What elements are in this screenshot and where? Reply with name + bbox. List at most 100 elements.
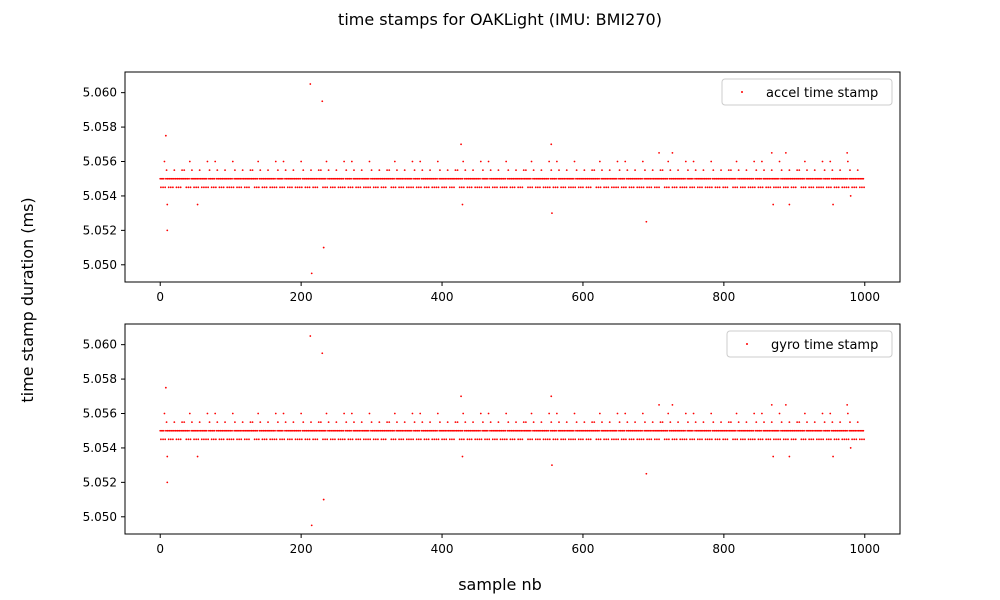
data-point: [770, 177, 772, 180]
data-point: [407, 429, 410, 432]
data-point: [369, 429, 372, 432]
data-point: [529, 186, 532, 189]
data-point: [355, 438, 357, 441]
data-point: [780, 177, 782, 180]
data-point: [665, 177, 667, 180]
data-point: [317, 421, 320, 424]
data-point: [598, 412, 601, 415]
data-point: [602, 177, 605, 180]
data-point: [467, 177, 470, 180]
data-point: [462, 160, 465, 163]
data-point: [582, 177, 585, 180]
data-point: [493, 177, 496, 180]
data-point: [732, 438, 734, 441]
data-point: [396, 169, 398, 172]
data-point: [418, 429, 421, 432]
data-point: [753, 160, 756, 163]
data-point: [284, 421, 287, 424]
data-point: [278, 429, 281, 432]
data-point: [422, 177, 425, 180]
data-point: [470, 177, 472, 180]
data-point: [393, 429, 396, 432]
data-point: [496, 438, 498, 441]
data-point: [757, 438, 760, 441]
data-point: [238, 438, 241, 441]
data-point: [166, 481, 169, 484]
data-point: [551, 429, 554, 432]
data-point: [682, 429, 685, 432]
data-point: [786, 429, 789, 432]
data-point: [479, 412, 482, 415]
data-point: [248, 438, 250, 441]
data-point: [298, 186, 301, 189]
data-point: [813, 429, 815, 432]
data-point: [191, 421, 193, 424]
data-point: [477, 177, 480, 180]
data-point: [276, 177, 279, 180]
data-point: [407, 177, 410, 180]
data-point: [529, 177, 532, 180]
data-point: [482, 421, 484, 424]
data-point: [228, 186, 231, 189]
data-point: [498, 177, 501, 180]
data-point: [643, 177, 646, 180]
data-point: [387, 429, 390, 432]
data-point: [686, 177, 689, 180]
data-point: [341, 438, 344, 441]
data-point: [321, 100, 324, 103]
data-point: [724, 186, 727, 189]
data-point: [337, 186, 340, 189]
data-point: [841, 438, 844, 441]
data-point: [632, 438, 635, 441]
data-point: [558, 421, 560, 424]
accel-subplot: 0 200 400 600 800 10005.0505.0525.0545.0565.0…: [83, 71, 901, 304]
data-point: [503, 429, 505, 432]
data-point: [458, 438, 461, 441]
data-point: [192, 177, 195, 180]
data-point: [231, 412, 234, 415]
data-point: [693, 438, 696, 441]
data-point: [191, 169, 193, 172]
data-point: [489, 421, 492, 424]
data-point: [823, 429, 825, 432]
data-point: [587, 186, 590, 189]
data-point: [281, 438, 284, 441]
data-point: [555, 177, 558, 180]
data-point: [356, 177, 359, 180]
data-point: [442, 177, 445, 180]
data-point: [531, 186, 534, 189]
data-point: [377, 438, 379, 441]
data-point: [436, 412, 439, 415]
data-point: [552, 186, 555, 189]
data-point: [722, 438, 725, 441]
data-point: [453, 438, 455, 441]
data-point: [792, 177, 794, 180]
y-tick-label: 5.054: [83, 189, 117, 203]
data-point: [532, 429, 534, 432]
data-point: [574, 438, 577, 441]
data-point: [183, 421, 186, 424]
data-point: [643, 429, 646, 432]
data-point: [273, 186, 276, 189]
data-point: [556, 438, 559, 441]
data-point: [577, 438, 580, 441]
data-point: [284, 169, 287, 172]
data-point: [714, 186, 717, 189]
data-point: [306, 438, 309, 441]
x-tick-label: 0: [156, 290, 164, 304]
data-point: [343, 412, 346, 415]
y-axis-label: time stamp duration (ms): [18, 197, 37, 402]
data-point: [468, 438, 471, 441]
data-point: [415, 429, 417, 432]
data-point: [245, 438, 248, 441]
data-point: [352, 429, 355, 432]
data-point: [366, 429, 369, 432]
data-point: [746, 177, 749, 180]
data-point: [161, 177, 164, 180]
data-point: [343, 186, 346, 189]
data-point: [775, 186, 777, 189]
data-point: [787, 177, 790, 180]
data-point: [248, 186, 250, 189]
data-point: [319, 429, 322, 432]
data-point: [171, 429, 174, 432]
